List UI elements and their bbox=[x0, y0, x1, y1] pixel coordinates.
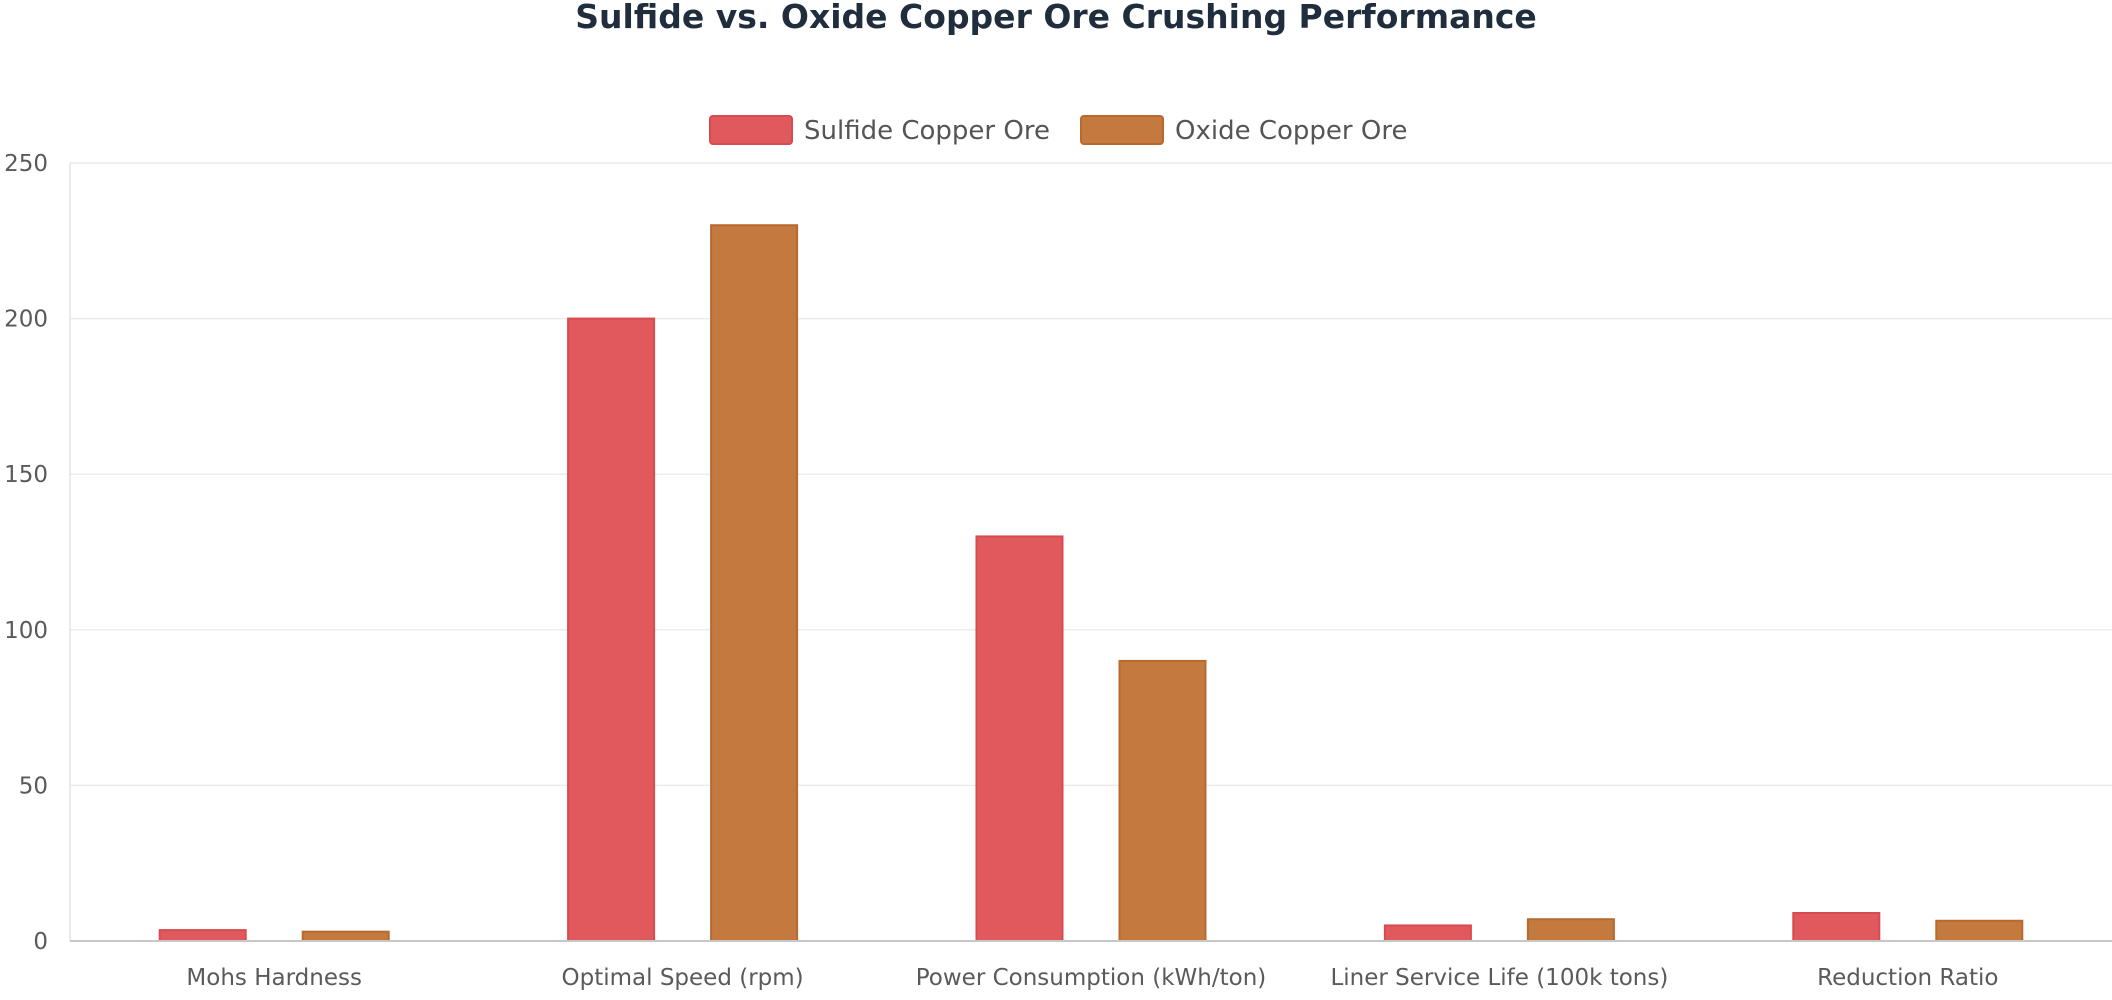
bar bbox=[158, 929, 247, 942]
x-tick-label: Power Consumption (kWh/ton) bbox=[916, 965, 1267, 991]
bar bbox=[975, 535, 1064, 942]
bar-layer bbox=[158, 224, 2024, 943]
x-tick-label: Optimal Speed (rpm) bbox=[562, 965, 804, 991]
bar bbox=[301, 930, 390, 943]
x-tick-label: Liner Service Life (100k tons) bbox=[1330, 965, 1668, 991]
chart-title: Sulfide vs. Oxide Copper Ore Crushing Pe… bbox=[575, 0, 1537, 36]
y-tick-label: 250 bbox=[4, 151, 48, 177]
legend-swatch bbox=[1080, 115, 1164, 145]
y-tick-label: 50 bbox=[19, 773, 48, 799]
legend-layer: Sulfide Copper Ore Oxide Copper Ore bbox=[709, 115, 1407, 146]
bar bbox=[1118, 659, 1207, 942]
bar bbox=[567, 317, 656, 943]
legend-label: Oxide Copper Ore bbox=[1175, 116, 1407, 146]
bar bbox=[710, 224, 799, 943]
y-tick-label: 150 bbox=[4, 462, 48, 488]
bar bbox=[1383, 924, 1472, 943]
y-tick-label: 0 bbox=[33, 929, 48, 955]
legend-swatch bbox=[709, 115, 793, 145]
y-tick-label: 100 bbox=[4, 618, 48, 644]
bar bbox=[1526, 918, 1615, 943]
bar bbox=[1792, 911, 1881, 943]
axis-layer: 0 50 100 150 200 250 Mohs Hardness Optimal Spee… bbox=[4, 151, 2112, 991]
grid-layer bbox=[70, 162, 2112, 787]
legend-label: Sulfide Copper Ore bbox=[804, 116, 1050, 146]
y-tick-label: 200 bbox=[4, 307, 48, 333]
x-tick-label: Mohs Hardness bbox=[186, 965, 362, 991]
bar bbox=[1935, 919, 2024, 942]
x-tick-label: Reduction Ratio bbox=[1817, 965, 1998, 991]
